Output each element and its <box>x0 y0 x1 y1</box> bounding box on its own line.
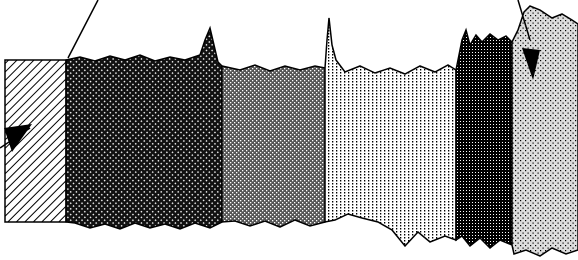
drawing <box>0 0 578 260</box>
medium-region <box>222 65 325 227</box>
page <box>0 0 578 260</box>
dark-region <box>66 28 222 229</box>
light-region <box>325 18 456 246</box>
stippled-region <box>512 6 578 256</box>
leader-line <box>68 0 98 58</box>
dark-narrow-region <box>456 30 512 248</box>
